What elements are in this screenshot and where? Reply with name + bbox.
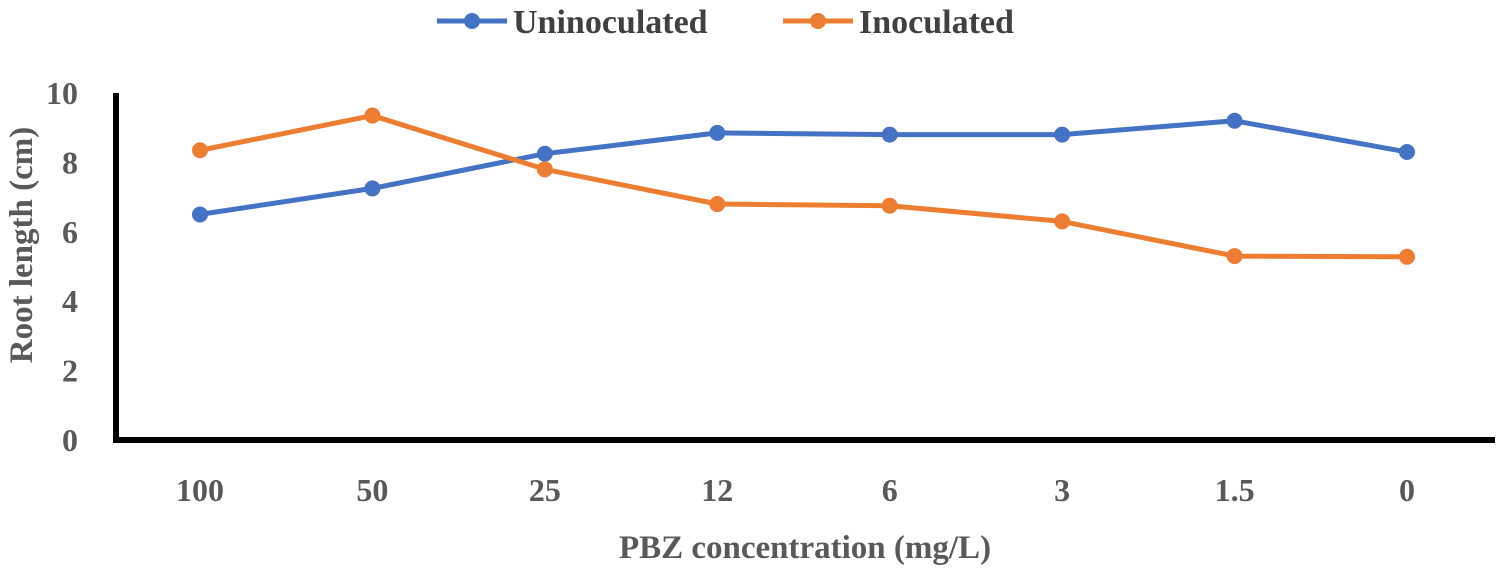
data-point-inoculated	[881, 197, 898, 214]
x-tick-label: 12	[701, 472, 733, 508]
series-line-inoculated	[199, 113, 1408, 260]
x-tick-label: 0	[1399, 472, 1415, 508]
legend-label-inoculated: Inoculated	[859, 4, 1014, 41]
data-point-uninoculated	[536, 145, 553, 162]
legend-item-inoculated: Inoculated	[783, 4, 1014, 41]
x-axis-title: PBZ concentration (mg/L)	[619, 530, 991, 566]
series-layer	[192, 107, 1415, 265]
data-point-inoculated	[1226, 248, 1243, 265]
data-point-uninoculated	[1399, 143, 1415, 160]
data-point-uninoculated	[881, 126, 898, 143]
y-tick-label: 0	[62, 422, 78, 458]
data-point-inoculated	[364, 107, 381, 124]
series-line-uninoculated	[199, 118, 1408, 217]
legend: Uninoculated Inoculated	[437, 4, 1014, 41]
y-tick-label: 6	[62, 214, 78, 250]
data-point-inoculated	[536, 161, 553, 178]
data-point-inoculated	[1399, 248, 1415, 265]
legend-marker-inoculated	[810, 13, 826, 29]
legend-item-uninoculated: Uninoculated	[437, 4, 708, 41]
data-point-inoculated	[1054, 213, 1071, 230]
series-uninoculated	[192, 112, 1415, 223]
y-axis-title: Root length (cm)	[4, 127, 40, 363]
y-tick-label: 10	[46, 75, 78, 111]
legend-label-uninoculated: Uninoculated	[513, 4, 708, 41]
x-tick-label: 3	[1054, 472, 1070, 508]
y-tick-label: 8	[62, 144, 78, 180]
x-tick-label: 6	[882, 472, 898, 508]
x-tick-label: 100	[176, 472, 224, 508]
series-inoculated	[192, 107, 1415, 265]
data-point-uninoculated	[709, 124, 726, 141]
data-point-uninoculated	[192, 206, 208, 223]
data-point-uninoculated	[1054, 126, 1071, 143]
axes	[113, 93, 1495, 443]
x-tick-labels: 100 50 25 12 6 3 1.5 0	[176, 472, 1415, 508]
legend-marker-uninoculated	[464, 13, 480, 29]
data-point-uninoculated	[1226, 112, 1243, 129]
x-tick-label: 25	[529, 472, 561, 508]
y-tick-label: 4	[62, 283, 78, 319]
x-tick-label: 1.5	[1215, 472, 1255, 508]
data-point-uninoculated	[364, 180, 381, 197]
y-tick-labels: 0 2 4 6 8 10	[46, 75, 78, 458]
data-point-inoculated	[709, 196, 726, 213]
x-tick-label: 50	[356, 472, 388, 508]
y-tick-label: 2	[62, 353, 78, 389]
data-point-inoculated	[192, 142, 208, 159]
